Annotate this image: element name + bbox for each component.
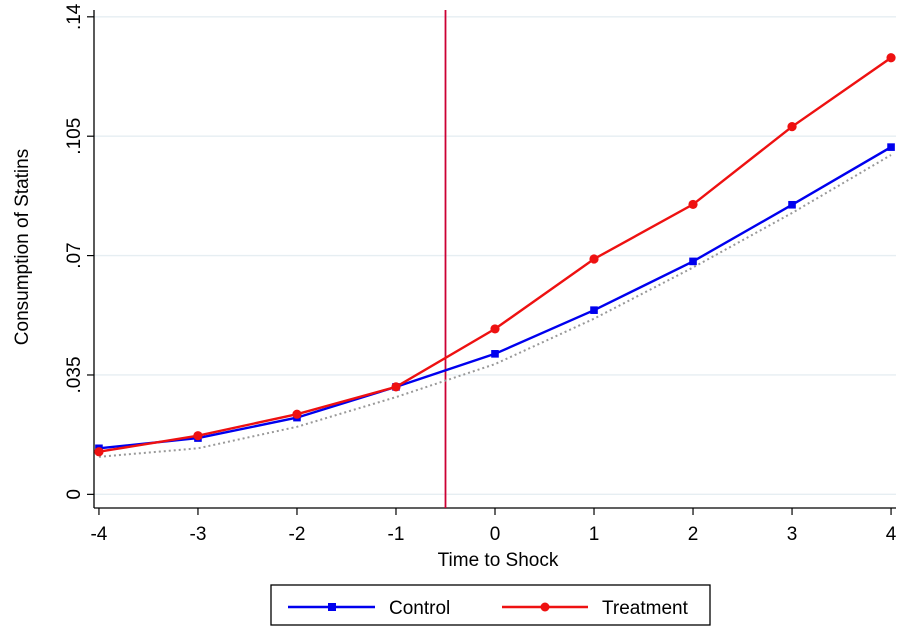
y-tick-label: 0 xyxy=(64,489,85,500)
data-point-control xyxy=(887,143,895,151)
legend-box xyxy=(270,584,711,626)
legend-marker-treatment xyxy=(540,602,550,612)
data-point-control xyxy=(788,200,796,209)
x-tick-label: -1 xyxy=(388,524,405,545)
data-point-treatment xyxy=(391,382,401,392)
y-ticks: 0 .035 .07 .105 .14 xyxy=(64,3,94,500)
data-point-treatment xyxy=(193,431,203,441)
y-tick-label: .105 xyxy=(64,118,85,155)
grid xyxy=(94,16,896,496)
x-tick-label: 4 xyxy=(886,524,897,545)
data-point-treatment xyxy=(292,409,302,419)
legend-marker-control xyxy=(328,603,336,611)
y-axis-title: Consumption of Statins xyxy=(12,149,33,345)
legend-label-control: Control xyxy=(389,598,450,619)
y-tick-label: .035 xyxy=(64,356,85,393)
data-point-control xyxy=(590,306,598,314)
data-point-treatment xyxy=(94,447,104,457)
series-group xyxy=(94,53,896,458)
data-point-treatment xyxy=(787,122,797,132)
x-tick-label: 1 xyxy=(589,524,600,545)
x-ticks: -4 -3 -2 -1 0 1 2 3 4 xyxy=(90,508,897,545)
x-tick-label: -4 xyxy=(90,524,107,545)
data-point-treatment xyxy=(589,254,599,264)
legend-label-treatment: Treatment xyxy=(602,598,689,619)
x-tick-label: -3 xyxy=(190,524,207,545)
x-tick-label: 3 xyxy=(787,524,798,545)
series-line-control xyxy=(98,146,892,450)
x-tick-label: -2 xyxy=(289,524,306,545)
series-line-reference xyxy=(98,154,892,458)
x-tick-label: 0 xyxy=(490,524,501,545)
data-point-treatment xyxy=(886,53,896,63)
y-tick-label: .14 xyxy=(64,3,85,30)
x-tick-label: 2 xyxy=(688,524,699,545)
data-point-control xyxy=(491,350,499,358)
data-point-control xyxy=(689,257,697,266)
x-axis-title: Time to Shock xyxy=(438,550,559,571)
data-point-treatment xyxy=(688,199,698,210)
y-tick-label: .07 xyxy=(64,242,85,268)
data-point-treatment xyxy=(490,324,500,334)
legend: Control Treatment xyxy=(270,584,711,626)
series-line-treatment xyxy=(98,56,892,453)
